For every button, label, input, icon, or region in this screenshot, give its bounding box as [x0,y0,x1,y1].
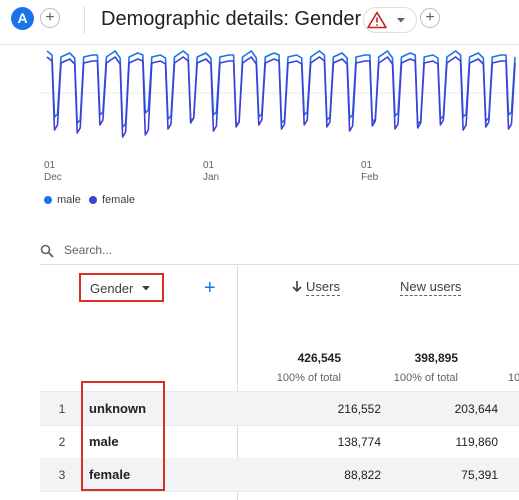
row-new-users: 203,644 [454,402,498,416]
new-users-column-header[interactable]: New users [400,279,462,296]
x-tick-feb: 01 Feb [361,160,379,183]
add-dimension-button[interactable]: + [204,277,216,299]
row-index: 1 [58,402,66,416]
row-divider [40,425,519,426]
account-avatar[interactable]: A [11,7,34,30]
search-separator [40,264,519,265]
table-search [40,240,519,260]
row-dimension: unknown [89,401,147,416]
arrow-down-icon [292,281,302,293]
warning-icon [367,11,405,29]
row-users: 88,822 [344,468,381,482]
search-input[interactable] [62,242,366,258]
caret-down-icon [397,18,405,23]
dimension-column-separator [237,266,238,500]
legend-label-male: male [57,194,81,206]
legend-item-male[interactable]: male [44,194,81,206]
add-comparison-button[interactable]: + [40,8,60,28]
page-title: Demographic details: Gender [101,8,362,30]
legend-item-female[interactable]: female [89,194,135,206]
table-row[interactable]: 1 unknown 216,552 203,644 [40,392,519,425]
truncated-column-percent: 10 [508,372,519,384]
new-users-total-percent: 100% of total [393,372,458,384]
dimension-label: Gender [90,281,134,296]
search-icon [40,244,54,258]
users-column-header[interactable]: Users [292,279,340,296]
legend-dot-female [89,196,97,204]
users-column-label: Users [306,279,340,296]
x-tick-jan: 01 Jan [203,160,220,183]
row-dimension: female [89,467,131,482]
users-total-percent: 100% of total [276,372,341,384]
row-divider [40,491,519,492]
row-divider [40,391,519,392]
caret-down-icon [142,286,150,291]
users-line-chart [40,50,519,138]
row-dimension: male [89,434,119,449]
header-divider [84,6,85,34]
add-report-button[interactable]: + [420,8,440,28]
highlight-dimension-values [81,381,165,491]
row-new-users: 119,860 [455,435,499,449]
report-header: A + Demographic details: Gender + [0,0,519,42]
row-index: 2 [58,435,66,449]
row-users: 216,552 [337,402,381,416]
table-row[interactable]: 2 male 138,774 119,860 [40,425,519,458]
x-tick-dec: 01 Dec [44,160,62,183]
users-total: 426,545 [297,351,341,365]
table-row[interactable]: 3 female 88,822 75,391 [40,458,519,491]
row-new-users: 75,391 [461,468,498,482]
legend-dot-male [44,196,52,204]
row-index: 3 [58,468,66,482]
row-users: 138,774 [337,435,381,449]
female-line [46,56,516,138]
legend-label-female: female [102,194,136,206]
dimension-selector-button[interactable]: Gender [79,273,164,302]
new-users-total: 398,895 [414,351,458,365]
header-separator [0,44,519,45]
new-users-column-label: New users [400,279,462,296]
report-status-chip[interactable] [363,7,417,33]
